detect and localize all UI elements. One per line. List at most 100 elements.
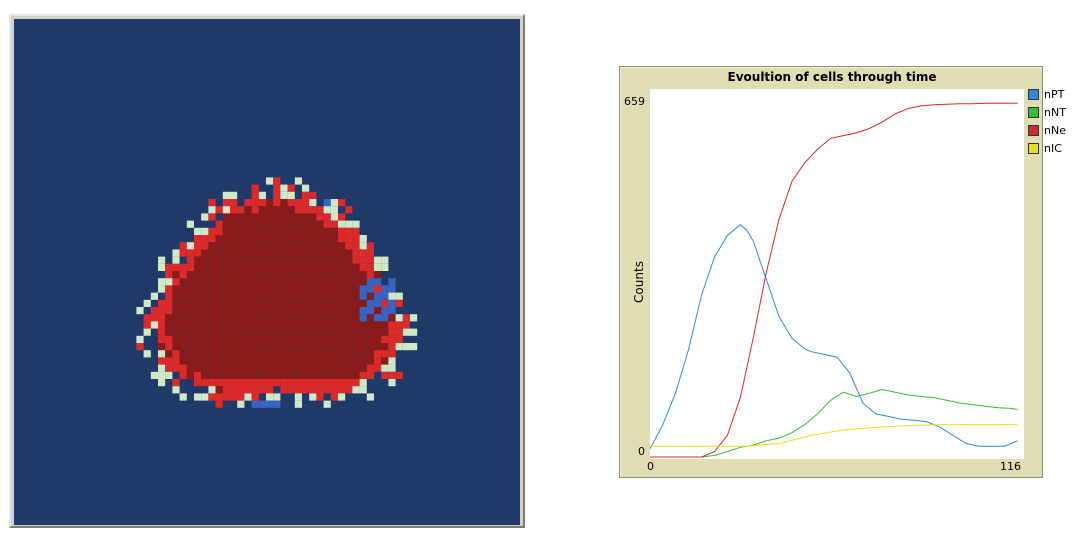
legend-swatch-nne	[1028, 125, 1039, 136]
tumor-cell	[273, 393, 281, 401]
tumor-cell	[258, 285, 266, 293]
tumor-cell	[302, 227, 310, 235]
tumor-cell	[165, 328, 173, 336]
tumor-cell	[352, 235, 360, 243]
tumor-cell	[237, 249, 245, 257]
tumor-cell	[374, 343, 382, 351]
tumor-cell	[237, 393, 245, 401]
tumor-cell	[222, 386, 230, 394]
tumor-cell	[244, 350, 252, 358]
tumor-cell	[208, 307, 216, 315]
tumor-cell	[316, 350, 324, 358]
tumor-cell	[330, 371, 338, 379]
tumor-cell	[194, 307, 202, 315]
tumor-cell	[352, 386, 360, 394]
tumor-cell	[186, 321, 194, 329]
tumor-cell	[352, 227, 360, 235]
tumor-cell	[330, 249, 338, 257]
tumor-cell	[273, 256, 281, 264]
tumor-cell	[244, 263, 252, 271]
world-view-frame	[9, 14, 525, 528]
tumor-cell	[410, 314, 418, 322]
tumor-cell	[150, 321, 158, 329]
tumor-cell	[338, 263, 346, 271]
tumor-cell	[287, 263, 295, 271]
tumor-cell	[273, 263, 281, 271]
tumor-cell	[201, 314, 209, 322]
tumor-cell	[302, 206, 310, 214]
tumor-cell	[352, 379, 360, 387]
tumor-cell	[230, 256, 238, 264]
tumor-cell	[366, 371, 374, 379]
tumor-cell	[143, 328, 151, 336]
tumor-cell	[215, 235, 223, 243]
tumor-cell	[359, 307, 367, 315]
tumor-cell	[287, 343, 295, 351]
tumor-cell	[237, 321, 245, 329]
tumor-cell	[345, 386, 353, 394]
tumor-cell	[201, 364, 209, 372]
tumor-cell	[230, 314, 238, 322]
tumor-cell	[366, 292, 374, 300]
tumor-cell	[287, 307, 295, 315]
tumor-cell	[287, 299, 295, 307]
tumor-cell	[201, 249, 209, 257]
tumor-cell	[222, 307, 230, 315]
tumor-cell	[323, 314, 331, 322]
tumor-cell	[201, 379, 209, 387]
tumor-cell	[309, 199, 317, 207]
tumor-cell	[230, 285, 238, 293]
tumor-cell	[280, 242, 288, 250]
tumor-cell	[330, 299, 338, 307]
tumor-cell	[287, 321, 295, 329]
tumor-cell	[158, 379, 166, 387]
tumor-cell	[323, 328, 331, 336]
world-view[interactable]	[14, 19, 520, 525]
tumor-cell	[237, 335, 245, 343]
tumor-cell	[266, 350, 274, 358]
tumor-cell	[280, 357, 288, 365]
tumor-cell	[323, 307, 331, 315]
tumor-cell	[287, 285, 295, 293]
tumor-cell	[165, 364, 173, 372]
tumor-cell	[266, 249, 274, 257]
tumor-cell	[345, 357, 353, 365]
x-axis-max-label: 116	[1000, 460, 1021, 473]
legend-item-nnt: nNT	[1028, 105, 1088, 123]
tumor-cell	[194, 350, 202, 358]
tumor-cell	[194, 249, 202, 257]
tumor-cell	[258, 206, 266, 214]
tumor-cell	[222, 271, 230, 279]
tumor-cell	[230, 335, 238, 343]
tumor-cell	[244, 386, 252, 394]
tumor-cell	[215, 343, 223, 351]
tumor-cell	[323, 357, 331, 365]
tumor-cell	[280, 371, 288, 379]
tumor-cell	[280, 213, 288, 221]
tumor-cell	[366, 314, 374, 322]
tumor-cell	[251, 371, 259, 379]
tumor-cell	[309, 285, 317, 293]
tumor-cell	[352, 278, 360, 286]
tumor-cell	[366, 263, 374, 271]
tumor-cell	[309, 371, 317, 379]
tumor-cell	[388, 299, 396, 307]
tumor-cell	[352, 314, 360, 322]
tumor-cell	[338, 328, 346, 336]
tumor-cell	[273, 299, 281, 307]
tumor-cell	[143, 314, 151, 322]
tumor-cell	[302, 213, 310, 221]
tumor-cell	[186, 307, 194, 315]
tumor-cell	[158, 364, 166, 372]
tumor-cell	[251, 242, 259, 250]
tumor-cell	[381, 371, 389, 379]
tumor-cell	[237, 400, 245, 408]
tumor-cell	[201, 271, 209, 279]
tumor-cell	[280, 379, 288, 387]
tumor-cell	[266, 292, 274, 300]
tumor-cell	[302, 249, 310, 257]
tumor-cell	[309, 271, 317, 279]
tumor-cell	[208, 364, 216, 372]
tumor-cell	[251, 393, 259, 401]
y-axis-min-label: 0	[638, 445, 645, 458]
